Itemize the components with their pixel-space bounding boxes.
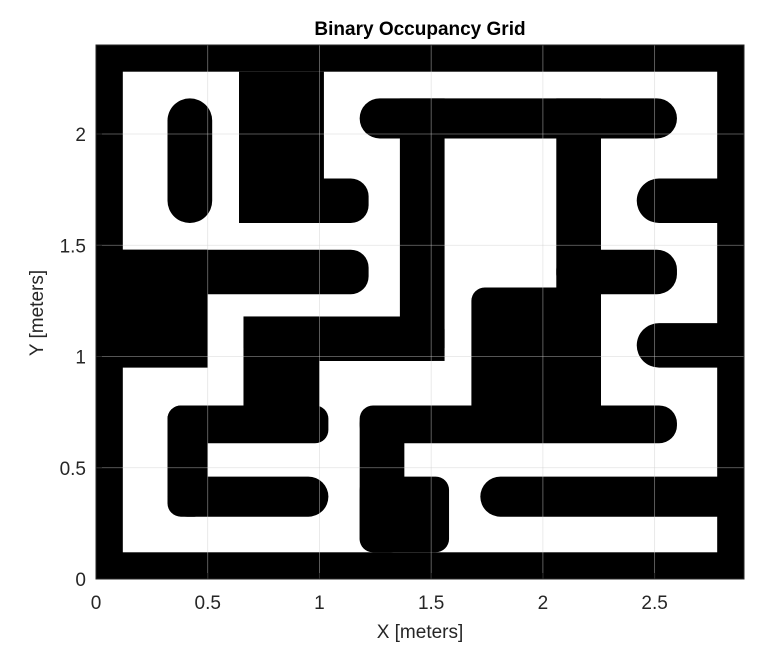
x-tick-label: 1.5 (418, 593, 444, 614)
x-tick-label: 2 (538, 593, 549, 614)
occupied-cell (239, 178, 369, 223)
y-tick-label: 1.5 (60, 236, 86, 257)
occupied-cell (96, 249, 208, 368)
x-axis-label: X [meters] (377, 622, 464, 643)
y-axis-label: Y [meters] (27, 270, 48, 356)
occupied-cell (359, 476, 450, 553)
y-tick-label: 0 (75, 570, 86, 591)
chart-title: Binary Occupancy Grid (314, 19, 525, 40)
occupied-cell (96, 552, 744, 579)
occupied-cell (556, 249, 677, 295)
x-tick-label: 0.5 (195, 593, 221, 614)
x-tick-label: 2.5 (641, 593, 667, 614)
grid-lines-overlay (96, 45, 744, 579)
occupied-cell (636, 178, 744, 223)
occupied-cell (471, 287, 601, 428)
occupied-cell (480, 476, 744, 517)
occupied-cell (636, 323, 744, 368)
y-tick-label: 2 (75, 125, 86, 146)
x-tick-label: 1 (314, 593, 325, 614)
occupied-cell (96, 45, 744, 72)
occupied-cell (167, 476, 329, 517)
plot-frame (95, 44, 745, 580)
occupied-cell (167, 98, 213, 223)
y-axis-ticks: 0 0.5 1 1.5 2 (60, 125, 102, 591)
y-tick-label: 0.5 (60, 459, 86, 480)
y-tick-label: 1 (75, 348, 86, 369)
x-axis-ticks: 0 0.5 1 1.5 2 2.5 (91, 573, 668, 614)
occupied-cell (359, 405, 677, 444)
x-tick-label: 0 (91, 593, 102, 614)
